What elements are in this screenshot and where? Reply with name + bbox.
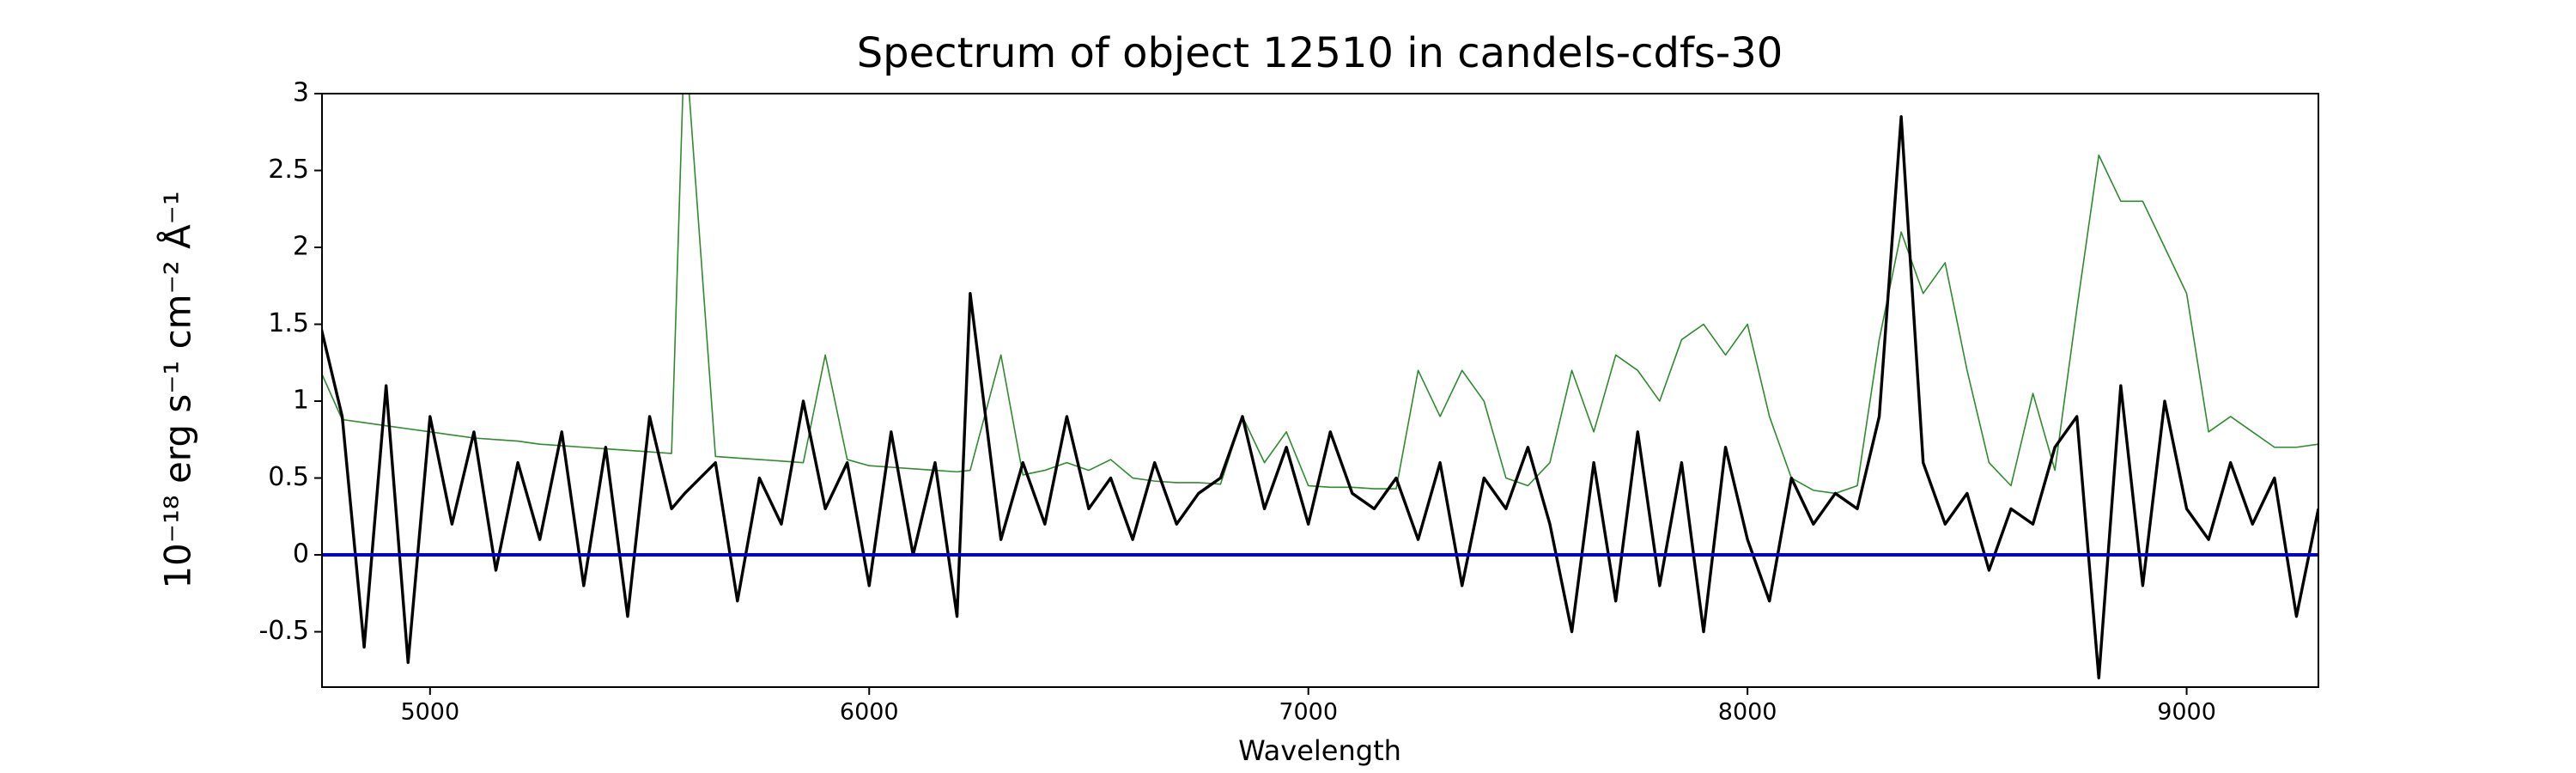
x-tick-label: 6000: [840, 699, 899, 726]
y-tick-label: 1.5: [268, 308, 309, 338]
y-tick-label: 2.5: [268, 155, 309, 185]
y-tick-label: 1: [293, 386, 309, 416]
y-tick-label: 3: [293, 78, 309, 108]
y-tick-label: 2: [293, 232, 309, 262]
x-tick-label: 7000: [1279, 699, 1338, 726]
y-tick-label: -0.5: [258, 616, 309, 646]
spectrum-line: [322, 115, 2318, 679]
x-tick-label: 8000: [1718, 699, 1777, 726]
chart-title: Spectrum of object 12510 in candels-cdfs…: [857, 29, 1783, 77]
axes-frame: [321, 93, 2319, 688]
spectrum-line: [322, 94, 2318, 495]
y-axis-label: 10⁻¹⁸ erg s⁻¹ cm⁻² Å⁻¹: [156, 191, 199, 588]
x-tick-label: 5000: [400, 699, 459, 726]
y-tick-label: 0.5: [268, 462, 309, 492]
x-axis-label: Wavelength: [1238, 734, 1401, 767]
y-tick-label: 0: [293, 539, 309, 569]
plot-area: [322, 94, 2318, 679]
x-tick-label: 9000: [2157, 699, 2216, 726]
